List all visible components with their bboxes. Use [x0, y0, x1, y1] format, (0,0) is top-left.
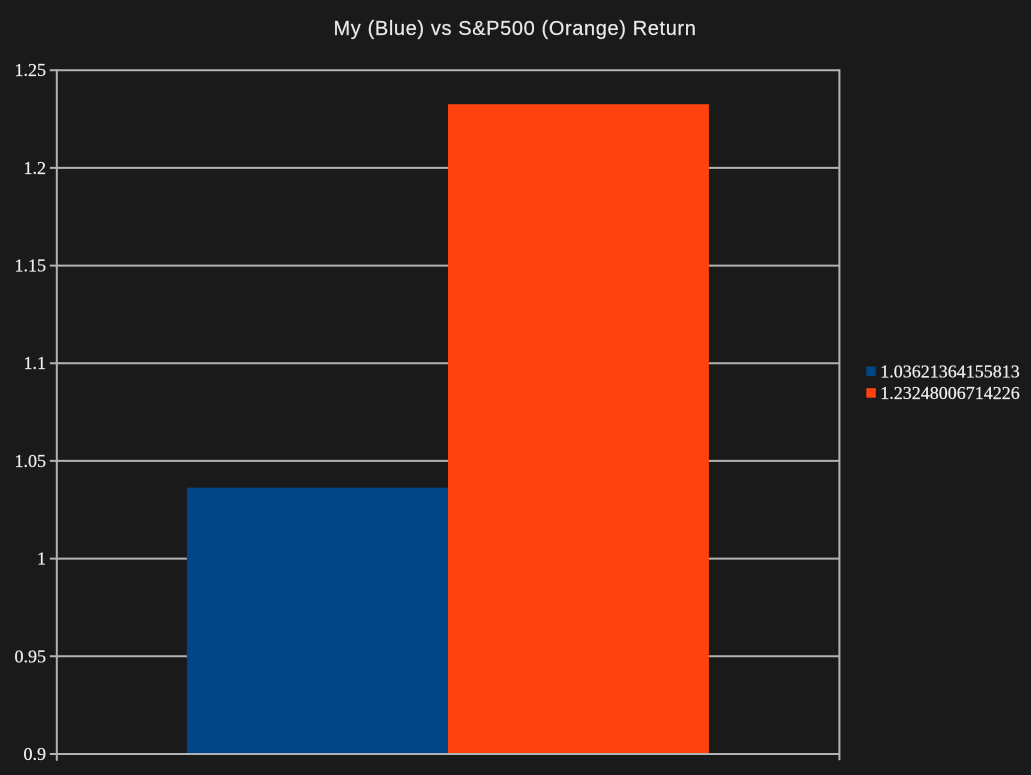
- svg-text:1.1: 1.1: [24, 353, 47, 373]
- svg-text:1: 1: [37, 549, 46, 569]
- svg-text:1.03621364155813: 1.03621364155813: [880, 361, 1020, 381]
- svg-text:1.05: 1.05: [15, 451, 47, 471]
- svg-text:1.2: 1.2: [24, 158, 47, 178]
- svg-text:0.9: 0.9: [24, 744, 47, 764]
- svg-text:My (Blue) vs S&P500 (Orange) R: My (Blue) vs S&P500 (Orange) Return: [334, 18, 697, 40]
- svg-text:1.15: 1.15: [15, 256, 47, 276]
- svg-text:1.25: 1.25: [15, 60, 47, 80]
- svg-text:1.23248006714226: 1.23248006714226: [880, 383, 1020, 403]
- svg-text:0.95: 0.95: [15, 646, 47, 666]
